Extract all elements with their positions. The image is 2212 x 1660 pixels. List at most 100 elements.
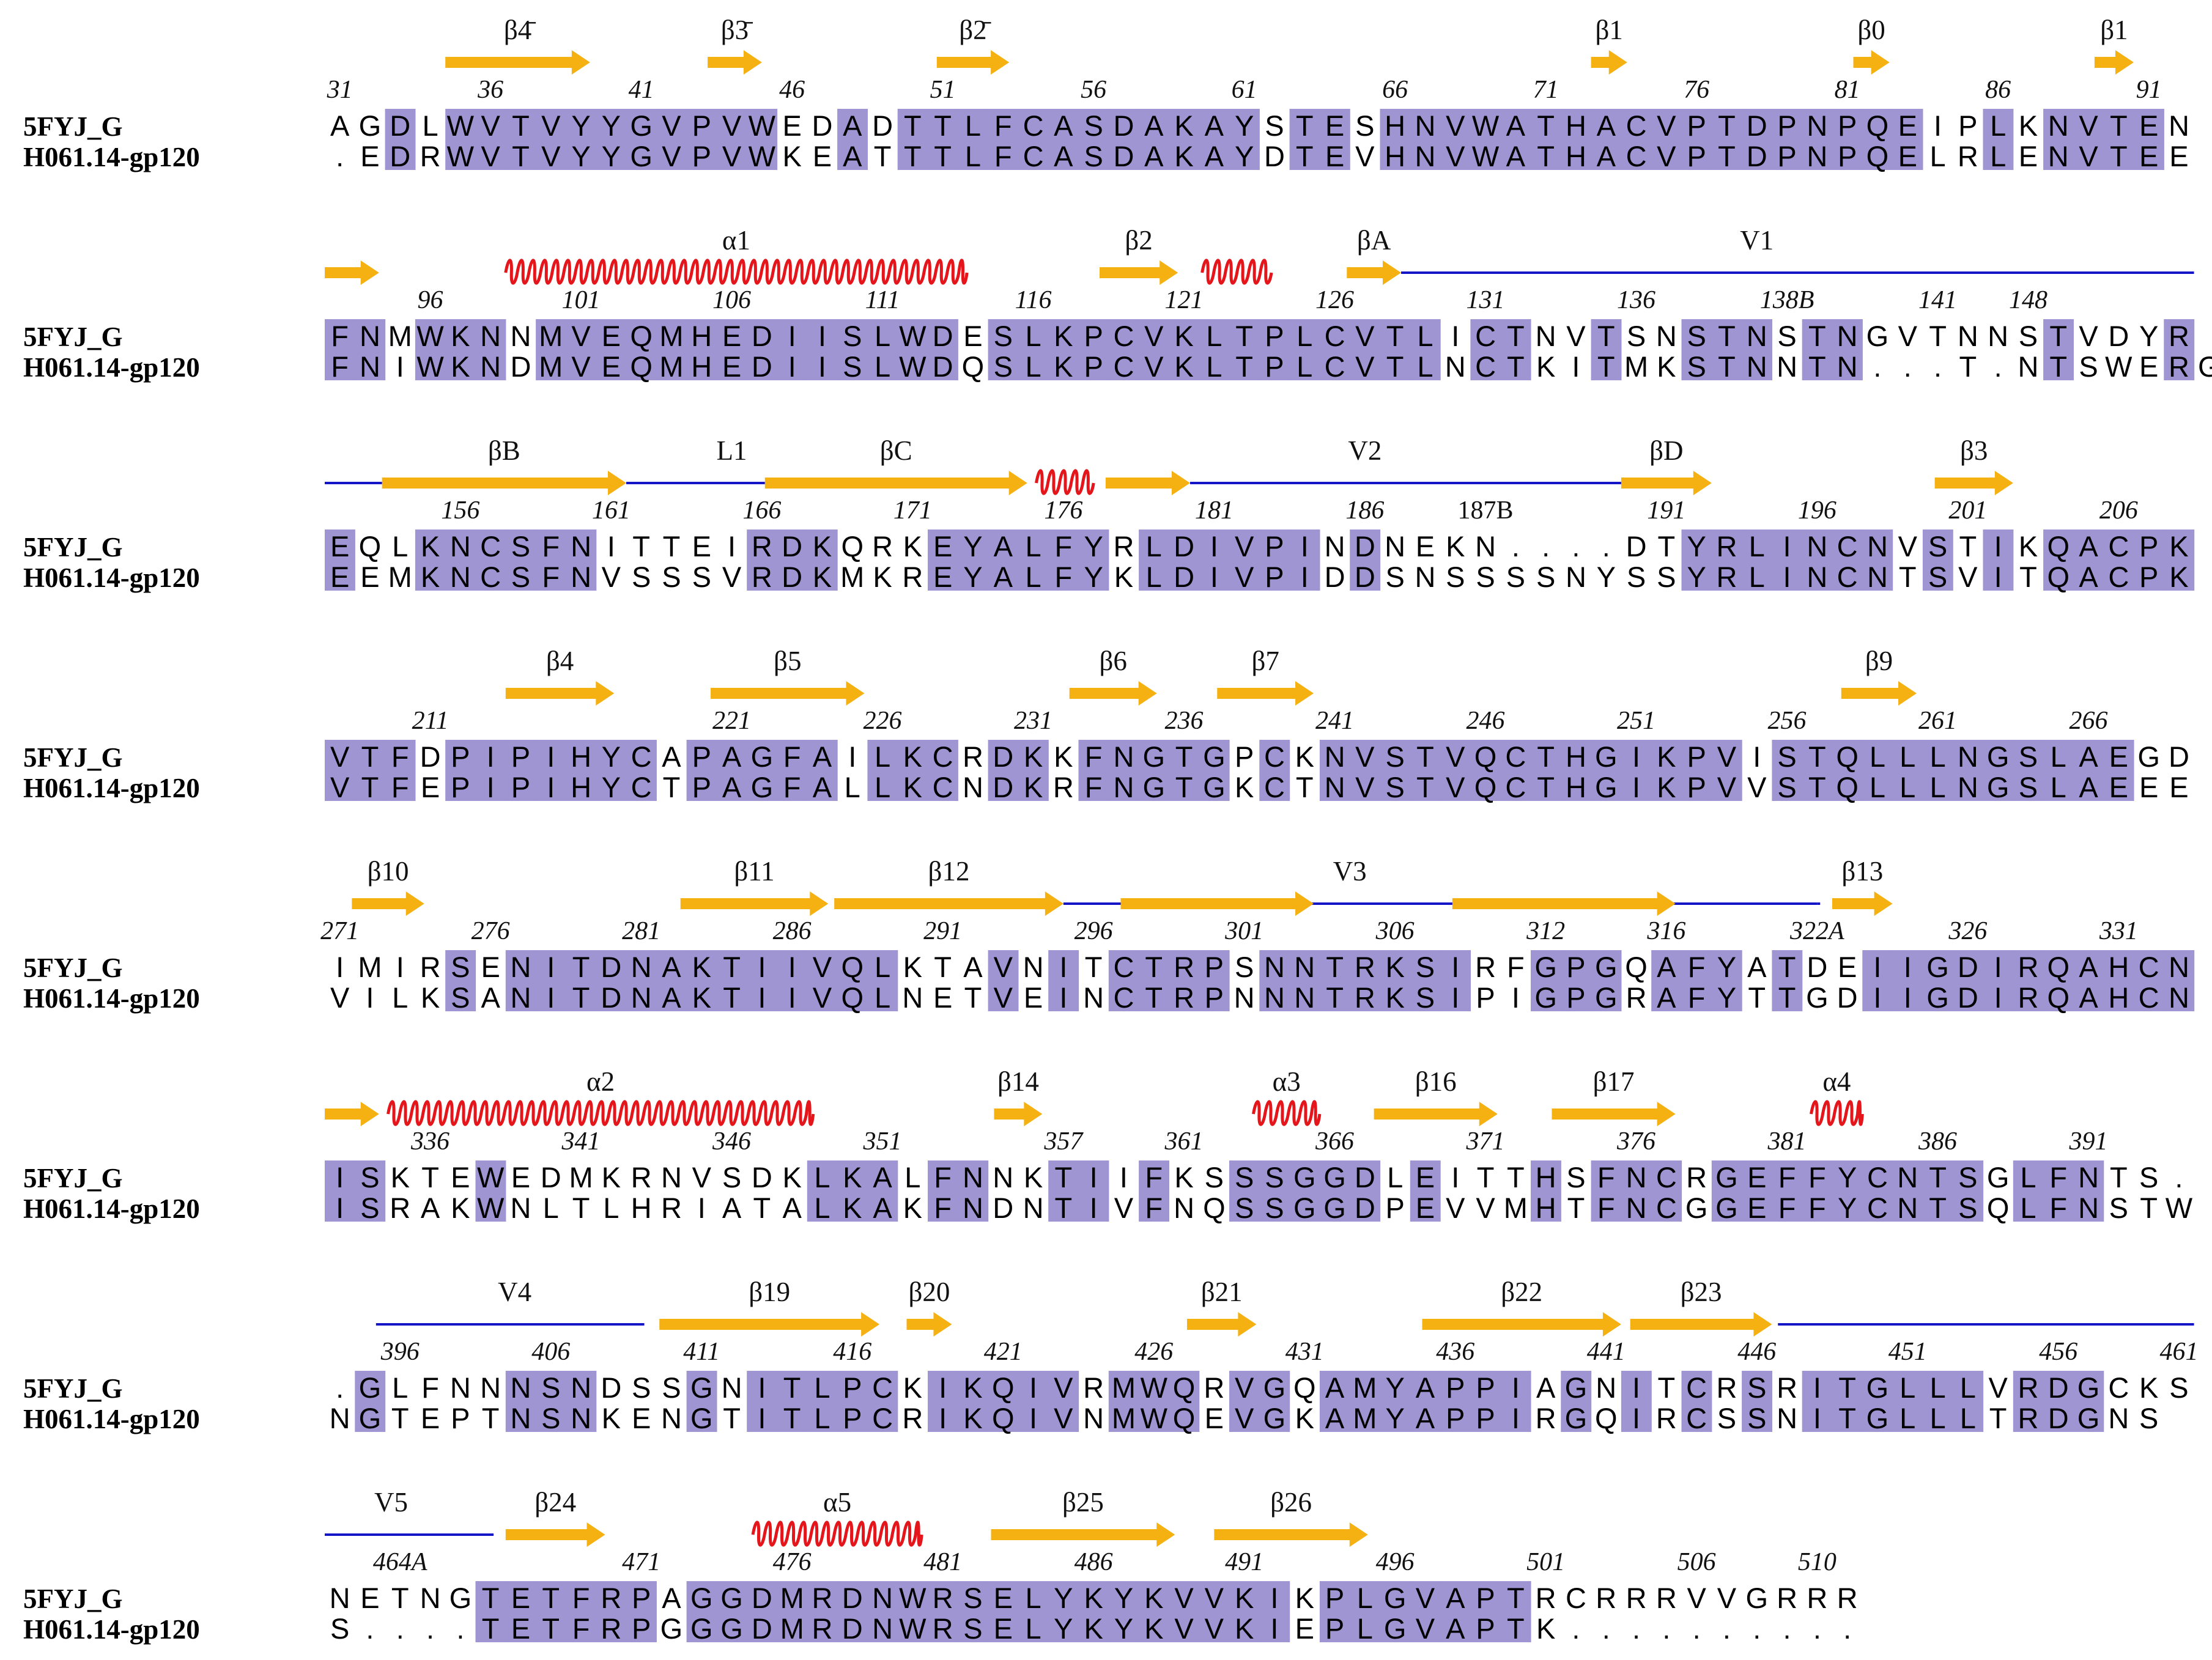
residue: . xyxy=(1542,530,1550,563)
residue: Y xyxy=(602,740,621,773)
residue: P xyxy=(1476,1582,1495,1614)
residue: D xyxy=(1355,530,1375,563)
identity-highlight xyxy=(596,109,627,170)
residue: N xyxy=(2169,981,2189,1014)
sequence-name: H061.14-gp120 xyxy=(23,773,200,803)
residue: N xyxy=(963,771,983,803)
residue: L xyxy=(1357,1582,1373,1614)
residue: S xyxy=(1265,109,1284,142)
residue: P xyxy=(1777,109,1796,142)
residue: L xyxy=(1990,109,2006,142)
residue: T xyxy=(1718,140,1736,172)
residue: Y xyxy=(571,140,590,172)
residue: W xyxy=(477,1192,505,1224)
identity-highlight xyxy=(1350,1371,1381,1432)
residue: T xyxy=(1929,320,1947,352)
residue: T xyxy=(1657,530,1675,563)
residue: S xyxy=(2079,350,2098,383)
residue: G xyxy=(359,109,382,142)
residue: K xyxy=(903,1371,922,1404)
residue: S xyxy=(1687,350,1706,383)
residue: E xyxy=(2139,771,2158,803)
residue-number: 312 xyxy=(1526,917,1565,945)
residue: V xyxy=(1355,140,1375,172)
residue: Q xyxy=(1866,140,1889,172)
residue: K xyxy=(1174,320,1193,352)
identity-highlight xyxy=(1048,950,1079,1011)
residue: L xyxy=(1206,350,1222,383)
structure-label: β12 xyxy=(928,856,970,887)
identity-highlight xyxy=(1862,109,1893,170)
residue-number: 186 xyxy=(1345,496,1384,525)
identity-highlight xyxy=(1380,950,1411,1011)
residue: D xyxy=(1807,951,1827,983)
identity-highlight xyxy=(928,319,958,380)
residue: K xyxy=(2019,109,2038,142)
identity-highlight xyxy=(867,1371,898,1432)
identity-highlight xyxy=(1862,1371,1893,1432)
residue: R xyxy=(1174,981,1194,1014)
residue: I xyxy=(788,981,796,1014)
residue-number: 106 xyxy=(712,286,751,314)
identity-highlight xyxy=(1078,529,1109,591)
residue: A xyxy=(873,1192,892,1224)
residue: K xyxy=(873,561,892,593)
identity-highlight xyxy=(566,1581,597,1642)
residue: L xyxy=(1387,1161,1403,1193)
residue: Q xyxy=(1836,771,1859,803)
residue: H xyxy=(1385,109,1405,142)
residue: S xyxy=(1205,1161,1224,1193)
identity-highlight xyxy=(1711,529,1742,591)
residue: F xyxy=(391,771,409,803)
identity-highlight xyxy=(807,740,838,801)
identity-highlight xyxy=(1259,1581,1290,1642)
residue: S xyxy=(1416,981,1435,1014)
identity-highlight xyxy=(1591,109,1622,170)
identity-highlight xyxy=(716,1581,747,1642)
residue: D xyxy=(390,140,410,172)
residue: V xyxy=(813,951,832,983)
residue-number: 31 xyxy=(327,76,353,104)
residue: P xyxy=(1084,320,1103,352)
residue: A xyxy=(843,109,862,142)
residue: T xyxy=(482,1612,500,1645)
residue: L xyxy=(1025,350,1041,383)
residue: W xyxy=(416,350,444,383)
residue: F xyxy=(331,320,349,352)
residue: W xyxy=(899,320,927,352)
residue: W xyxy=(477,1161,505,1193)
residue: G xyxy=(660,1612,683,1645)
residue: N xyxy=(571,530,591,563)
residue: E xyxy=(1898,140,1917,172)
residue: L xyxy=(814,1192,830,1224)
identity-highlight xyxy=(1199,529,1230,591)
residue: P xyxy=(843,1402,862,1434)
residue: N xyxy=(1958,740,1978,773)
identity-highlight xyxy=(536,529,566,591)
residue: Q xyxy=(841,951,864,983)
residue: E xyxy=(2169,140,2188,172)
identity-highlight xyxy=(1319,1371,1350,1432)
identity-highlight xyxy=(1108,109,1139,170)
residue: P xyxy=(692,109,711,142)
residue: I xyxy=(1632,1371,1640,1404)
residue-number: 96 xyxy=(418,286,443,314)
identity-highlight xyxy=(1953,740,1984,801)
residue: P xyxy=(1265,320,1284,352)
structure-label: β1 xyxy=(1595,15,1622,45)
residue: C xyxy=(1686,1402,1707,1434)
sequence-name: H061.14-gp120 xyxy=(23,1193,200,1224)
residue: . xyxy=(1873,350,1881,383)
residue: D xyxy=(1747,109,1767,142)
residue: P xyxy=(1687,740,1706,773)
residue: G xyxy=(2077,1371,2100,1404)
residue: P xyxy=(511,771,530,803)
residue: I xyxy=(848,740,856,773)
residue: M xyxy=(358,951,382,983)
residue: F xyxy=(542,561,560,593)
residue: N xyxy=(631,951,652,983)
residue: T xyxy=(1808,740,1826,773)
residue: I xyxy=(698,1192,706,1224)
residue: Q xyxy=(1203,1192,1226,1224)
residue: Y xyxy=(2139,320,2158,352)
